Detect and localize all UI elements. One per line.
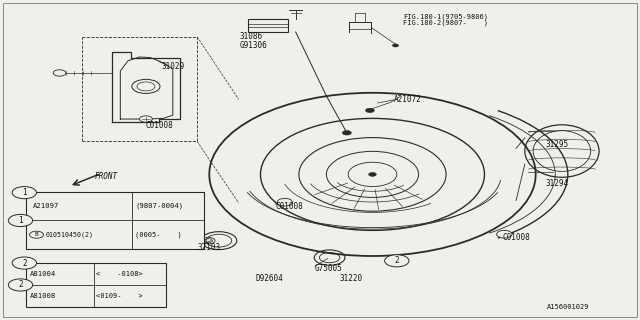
Circle shape <box>12 187 36 199</box>
Text: FIG.180-2(9807-    ): FIG.180-2(9807- ) <box>403 20 488 26</box>
Text: (0005-    ): (0005- ) <box>135 231 182 238</box>
Text: 31029: 31029 <box>162 62 185 71</box>
Circle shape <box>342 131 351 135</box>
Circle shape <box>140 116 152 122</box>
Text: A81008: A81008 <box>29 293 56 299</box>
Text: 31220: 31220 <box>339 274 362 283</box>
Text: 32103: 32103 <box>197 243 220 252</box>
Text: A21072: A21072 <box>394 95 421 104</box>
Text: A81004: A81004 <box>29 271 56 277</box>
Bar <box>26 192 204 249</box>
Text: 31086: 31086 <box>240 32 263 41</box>
Text: A21097: A21097 <box>33 203 59 209</box>
Text: (9807-0004): (9807-0004) <box>135 203 184 210</box>
Text: A156001029: A156001029 <box>547 304 589 309</box>
Text: B: B <box>35 232 38 237</box>
Text: FIG.180-1(9705-9806): FIG.180-1(9705-9806) <box>403 13 488 20</box>
Circle shape <box>8 214 33 227</box>
Circle shape <box>12 257 36 269</box>
Bar <box>26 263 166 307</box>
Text: C01008: C01008 <box>502 233 530 242</box>
Text: 1: 1 <box>18 216 23 225</box>
Text: 2: 2 <box>22 259 27 268</box>
Text: 2: 2 <box>18 280 23 290</box>
Text: G75005: G75005 <box>315 264 342 273</box>
Text: 1: 1 <box>22 188 27 197</box>
Text: G91306: G91306 <box>240 41 268 50</box>
Text: 31295: 31295 <box>545 140 568 149</box>
Text: 010510450(2): 010510450(2) <box>45 231 93 238</box>
Circle shape <box>392 44 399 47</box>
Circle shape <box>388 257 405 265</box>
Circle shape <box>8 279 33 291</box>
Bar <box>248 19 288 32</box>
Text: C01008: C01008 <box>146 121 173 130</box>
Text: <0109-    >: <0109- > <box>97 293 143 299</box>
Circle shape <box>365 108 374 113</box>
Text: 2: 2 <box>394 256 399 265</box>
Text: D92604: D92604 <box>256 274 284 283</box>
Circle shape <box>29 231 44 238</box>
Text: 31294: 31294 <box>545 179 568 188</box>
Circle shape <box>277 198 292 206</box>
Text: FRONT: FRONT <box>95 172 118 181</box>
Circle shape <box>369 172 376 176</box>
Text: C01008: C01008 <box>275 202 303 211</box>
Circle shape <box>497 230 512 238</box>
Text: <    -0108>: < -0108> <box>97 271 143 277</box>
Circle shape <box>385 255 409 267</box>
